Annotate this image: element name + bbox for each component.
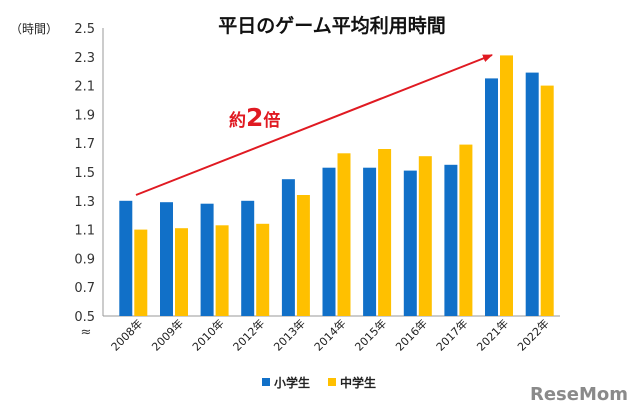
x-tick-label: 2022年 [514,316,551,353]
resemom-watermark: ReseMom [530,384,628,405]
bar-junior-high-4 [296,195,310,316]
y-tick-label: 1.9 [74,108,95,123]
x-axis-labels: 2008年 2009年 2010年 2012年 2013年 2014年 2015年 2016年… [108,316,552,353]
bar-junior-high-10 [540,85,554,316]
y-tick-label: 1.7 [74,137,95,152]
bar-elementary-1 [160,202,173,316]
y-tick-label: 0.5 [74,310,95,325]
x-tick-label: 2009年 [149,316,186,353]
bar-elementary-9 [485,78,498,317]
y-tick-label: 0.9 [74,252,95,267]
bar-elementary-0 [119,200,133,316]
bar-junior-high-5 [337,153,351,316]
bar-elementary-4 [281,179,295,316]
x-tick-label: 2010年 [189,316,226,353]
x-tick-label: 2013年 [271,316,308,353]
x-tick-label: 2012年 [230,316,267,353]
legend-swatch-junior-high [328,378,336,386]
legend-label-elementary: 小学生 [274,375,310,390]
x-tick-label: 2014年 [311,316,348,353]
bar-junior-high-6 [378,149,392,316]
trend-annotation-prefix: 約 [229,110,246,131]
bar-elementary-3 [241,200,255,316]
legend-label-junior-high: 中学生 [340,375,376,390]
bar-elementary-2 [200,203,214,316]
bar-elementary-8 [444,164,458,316]
y-tick-label: 1.1 [74,224,95,239]
x-tick-label: 2017年 [433,316,470,353]
trend-arrow [135,54,493,196]
y-tick-label: 2.5 [74,22,95,37]
axis-break-symbol: ≈ [81,325,92,340]
y-tick-label: 2.3 [74,51,95,66]
trend-annotation: 約2倍 [229,103,280,132]
bar-junior-high-8 [459,144,473,316]
y-tick-label: 1.3 [74,195,95,210]
bar-elementary-7 [403,170,417,316]
y-unit-label: （時間） [10,22,58,36]
x-tick-label: 2015年 [352,316,389,353]
x-tick-label: 2008年 [108,316,145,353]
chart-title: 平日のゲーム平均利用時間 [218,14,445,37]
legend-swatch-elementary [262,378,270,386]
y-tick-label: 0.7 [74,281,95,296]
x-tick-label: 2016年 [392,316,429,353]
bar-junior-high-9 [500,55,513,317]
y-axis: 0.5 0.7 0.9 1.1 1.3 1.5 1.7 1.9 2.1 2.3 2.5 [74,22,95,325]
bar-elementary-10 [525,72,539,316]
trend-annotation-number: 2 [246,103,263,132]
legend: 小学生 中学生 [262,375,376,390]
bar-junior-high-3 [256,223,270,316]
bar-elementary-5 [322,167,336,316]
bars [119,55,554,317]
x-tick-label: 2021年 [474,316,511,353]
y-tick-label: 1.5 [74,166,95,181]
bar-junior-high-7 [418,156,432,316]
bar-elementary-6 [363,167,377,316]
trend-annotation-suffix: 倍 [263,110,280,131]
bar-junior-high-0 [134,229,148,316]
bar-junior-high-1 [175,228,188,316]
bar-junior-high-2 [215,225,229,316]
y-tick-label: 2.1 [74,80,95,95]
